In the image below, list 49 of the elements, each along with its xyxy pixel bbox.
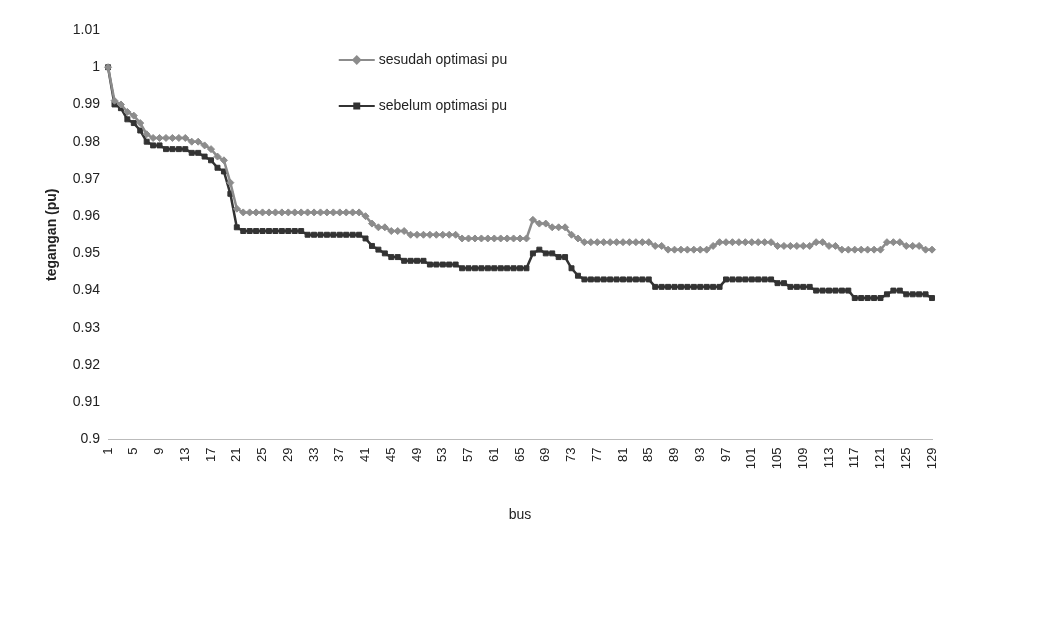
x-tick-label: 33	[305, 447, 321, 462]
y-tick-label: 0.92	[72, 355, 101, 372]
x-tick-label: 101	[743, 447, 759, 470]
y-tick-label: 1.01	[72, 20, 101, 37]
x-tick-label: 49	[408, 447, 424, 462]
x-tick-label: 61	[485, 447, 501, 462]
x-tick-label: 73	[563, 447, 579, 462]
x-tick-label: 105	[769, 447, 785, 470]
y-tick-label: 0.97	[72, 169, 101, 186]
legend-label: sebelum optimasi pu	[378, 96, 508, 113]
x-tick-label: 65	[511, 447, 527, 462]
x-tick-label: 1	[99, 447, 115, 455]
x-tick-label: 97	[717, 447, 733, 462]
y-tick-label: 0.91	[72, 393, 101, 410]
x-tick-label: 41	[357, 447, 373, 462]
x-tick-label: 37	[331, 447, 347, 462]
x-tick-label: 109	[794, 447, 810, 470]
y-tick-label: 0.93	[72, 318, 101, 335]
x-tick-label: 45	[382, 447, 398, 462]
x-tick-label: 125	[897, 447, 913, 470]
x-tick-label: 121	[872, 447, 888, 470]
x-tick-label: 129	[923, 447, 939, 470]
y-axis-title: tegangan (pu)	[43, 188, 60, 282]
x-tick-label: 85	[640, 447, 656, 462]
x-tick-label: 9	[151, 447, 167, 455]
x-tick-label: 29	[279, 447, 295, 462]
x-tick-label: 57	[460, 447, 476, 462]
x-tick-label: 113	[820, 447, 836, 469]
x-tick-label: 25	[254, 447, 270, 462]
x-tick-label: 53	[434, 447, 450, 462]
x-tick-label: 89	[666, 447, 682, 462]
y-tick-label: 0.96	[72, 207, 101, 223]
x-tick-label: 81	[614, 447, 630, 462]
y-tick-label: 0.9	[80, 430, 101, 447]
y-tick-label: 0.98	[72, 132, 101, 149]
x-tick-label: 5	[125, 447, 141, 455]
y-tick-label: 0.99	[72, 95, 101, 112]
x-tick-label: 17	[202, 447, 218, 462]
y-tick-label: 0.94	[72, 281, 101, 298]
x-tick-label: 93	[691, 447, 707, 462]
y-tick-label: 0.95	[72, 244, 101, 261]
x-tick-label: 69	[537, 447, 553, 462]
legend-label: sesudah optimasi pu	[378, 50, 508, 67]
x-tick-label: 13	[176, 447, 192, 462]
x-tick-label: 21	[228, 447, 244, 462]
y-tick-label: 1	[92, 58, 101, 75]
x-tick-label: 117	[846, 447, 862, 469]
x-axis-title: bus	[508, 506, 532, 523]
x-tick-label: 77	[588, 447, 604, 462]
